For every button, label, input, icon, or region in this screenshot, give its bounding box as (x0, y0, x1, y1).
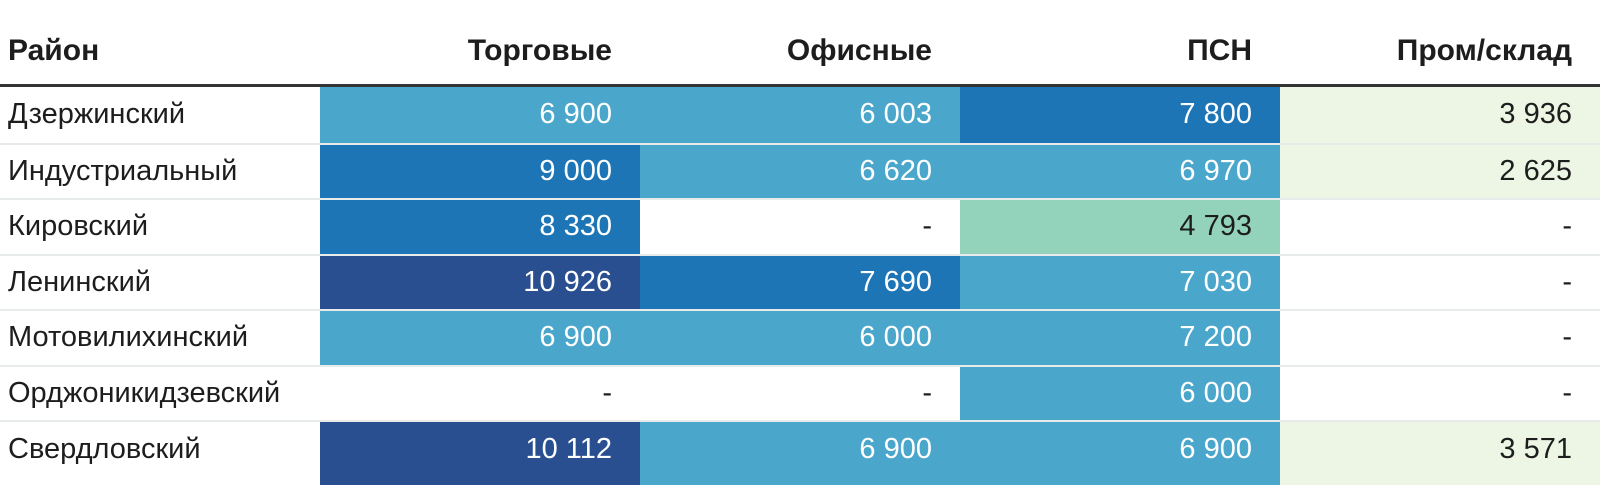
value-cell: 9 000 (320, 142, 640, 198)
table-row: Мотовилихинский 6 900 6 000 7 200- (0, 309, 1600, 365)
value-cell: 6 900 (640, 420, 960, 485)
table-row: Орджоникидзевский - -6 000- (0, 364, 1600, 420)
value-cell: - (640, 198, 960, 254)
value-cell: 7 030 (960, 253, 1280, 309)
value-cell: 6 900 (320, 309, 640, 365)
value-cell: - (1280, 253, 1600, 309)
table-row: Дзержинский 6 900 6 003 7 800 3 936 (0, 87, 1600, 143)
value-cell: 6 900 (320, 87, 640, 143)
value-cell: 3 571 (1280, 420, 1600, 485)
district-name: Орджоникидзевский (0, 364, 320, 420)
value-cell: - (1280, 198, 1600, 254)
value-cell: 8 330 (320, 198, 640, 254)
header-row: Район Торговые Офисные ПСН Пром/склад (0, 0, 1600, 87)
column-header-1: Офисные (640, 0, 960, 87)
table-body: Дзержинский 6 900 6 003 7 800 3 936 Индустриа… (0, 87, 1600, 485)
value-cell: - (320, 364, 640, 420)
value-cell: 6 003 (640, 87, 960, 143)
value-cell: 3 936 (1280, 87, 1600, 143)
table-row: Ленинский 10 926 7 690 7 030- (0, 253, 1600, 309)
value-cell: 7 800 (960, 87, 1280, 143)
column-header-0: Торговые (320, 0, 640, 87)
column-header-3: Пром/склад (1280, 0, 1600, 87)
value-cell: 6 620 (640, 142, 960, 198)
value-cell: 10 112 (320, 420, 640, 485)
value-cell: 6 900 (960, 420, 1280, 485)
column-header-district: Район (0, 0, 320, 87)
value-cell: 6 000 (960, 364, 1280, 420)
value-cell: 2 625 (1280, 142, 1600, 198)
column-header-2: ПСН (960, 0, 1280, 87)
value-cell: 6 970 (960, 142, 1280, 198)
value-cell: - (640, 364, 960, 420)
table-header: Район Торговые Офисные ПСН Пром/склад (0, 0, 1600, 87)
district-name: Кировский (0, 198, 320, 254)
district-name: Дзержинский (0, 87, 320, 143)
value-cell: 7 690 (640, 253, 960, 309)
value-cell: 7 200 (960, 309, 1280, 365)
district-name: Индустриальный (0, 142, 320, 198)
district-name: Свердловский (0, 420, 320, 485)
table-row: Свердловский 10 112 6 900 6 900 3 571 (0, 420, 1600, 485)
value-cell: 6 000 (640, 309, 960, 365)
value-cell: - (1280, 309, 1600, 365)
value-cell: 4 793 (960, 198, 1280, 254)
value-cell: 10 926 (320, 253, 640, 309)
district-name: Ленинский (0, 253, 320, 309)
table-row: Кировский 8 330-4 793- (0, 198, 1600, 254)
value-cell: - (1280, 364, 1600, 420)
district-name: Мотовилихинский (0, 309, 320, 365)
table-row: Индустриальный 9 000 6 620 6 970 2 625 (0, 142, 1600, 198)
